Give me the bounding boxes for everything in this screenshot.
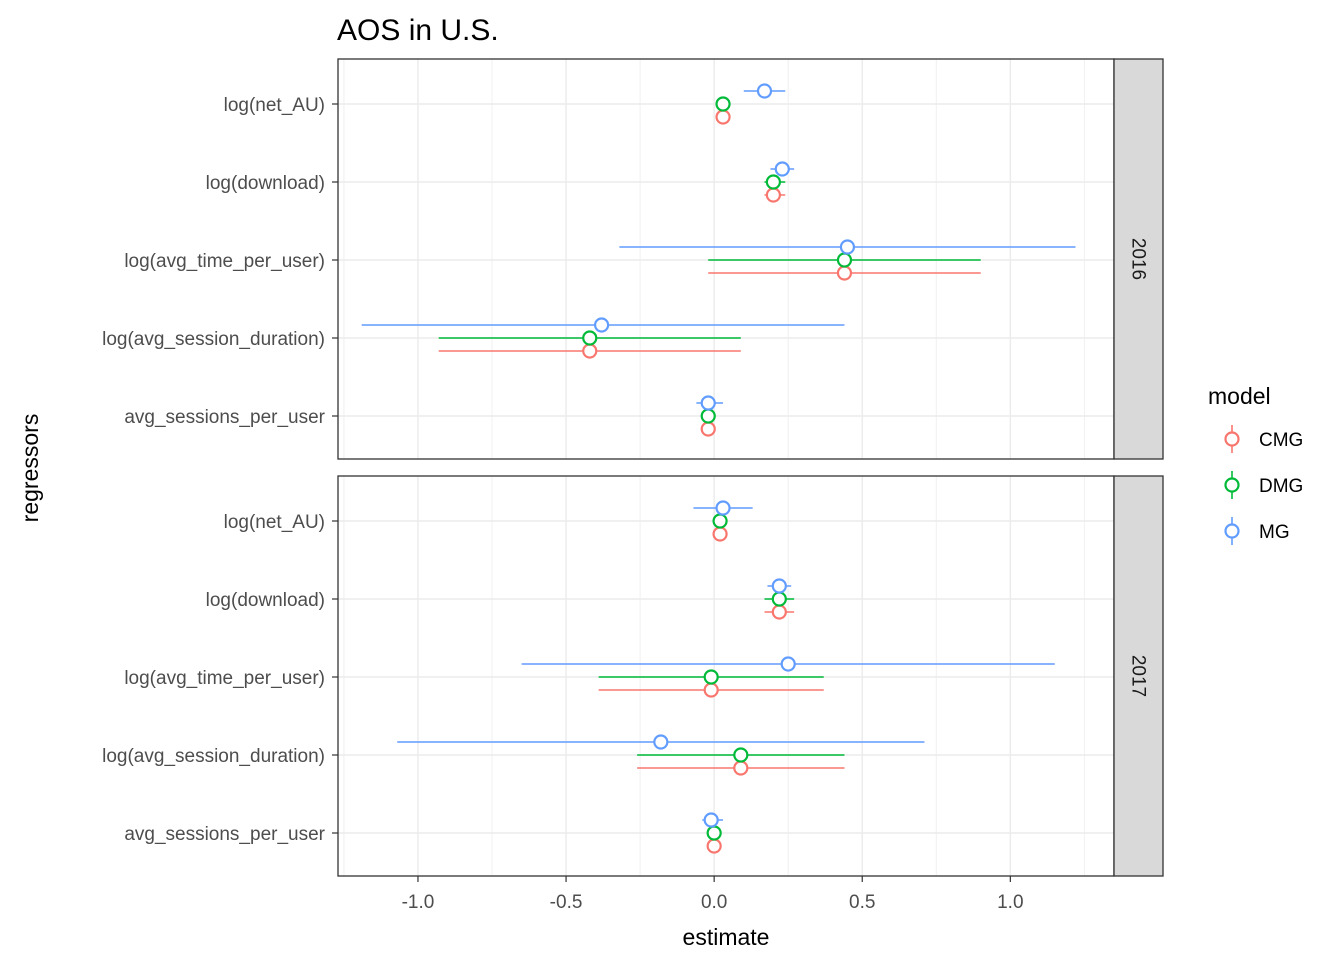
y-tick-label: log(avg_session_duration) [102,746,325,767]
point-MG [780,656,796,672]
point-DMG [771,591,787,607]
point-CMG [765,187,781,203]
legend-item-MG: MG [1224,517,1290,545]
facet-strip [1113,475,1164,877]
x-tick-label: 1.0 [997,892,1023,913]
legend-key-point [1224,477,1240,493]
legend-title: model [1208,383,1271,409]
panel-background [338,476,1114,876]
point-CMG [706,838,722,854]
panels: log(net_AU) log(download) log(avg_time_per… [102,58,1164,877]
legend: model CMG DMG MG [1208,383,1303,545]
y-tick-label: log(net_AU) [224,95,325,116]
point-DMG [703,669,719,685]
point-CMG [703,682,719,698]
point-MG [839,239,856,255]
point-MG [653,734,669,750]
point-MG [715,500,731,516]
point-DMG [733,747,749,763]
x-tick-label: -0.5 [550,892,583,913]
point-DMG [715,96,731,112]
x-tick-label: 0.5 [849,892,875,913]
y-tick-label: log(avg_time_per_user) [124,668,325,689]
point-MG [703,812,719,828]
point-DMG [700,408,716,424]
facet-strip-label: 2017 [1128,655,1149,697]
panel-2016: log(net_AU) log(download) log(avg_time_per… [102,58,1164,460]
point-DMG [765,174,781,190]
point-CMG [700,421,716,437]
point-DMG [582,330,598,346]
panel-background [338,59,1114,459]
point-CMG [712,526,728,542]
y-tick-label: log(avg_time_per_user) [124,251,325,272]
x-axis-title: estimate [683,924,770,950]
y-tick-label: avg_sessions_per_user [124,824,325,845]
legend-label: MG [1259,522,1290,543]
legend-key-point [1224,431,1240,447]
panel-2017: log(net_AU) log(download) log(avg_time_per… [102,475,1164,877]
y-axis-title: regressors [17,414,43,523]
point-MG [700,395,716,411]
legend-key-point [1224,523,1240,539]
facet-strip [1113,58,1164,460]
point-CMG [582,343,598,359]
facet-strip-label: 2016 [1128,238,1149,280]
y-tick-label: log(avg_session_duration) [102,329,325,350]
y-tick-label: avg_sessions_per_user [124,407,325,428]
legend-item-CMG: CMG [1224,425,1303,453]
point-CMG [836,265,853,281]
point-CMG [771,604,787,620]
point-DMG [712,513,728,529]
legend-label: DMG [1259,476,1303,497]
point-DMG [706,825,722,841]
y-tick-label: log(download) [206,590,325,611]
legend-item-DMG: DMG [1224,471,1303,499]
point-MG [756,83,773,99]
legend-label: CMG [1259,430,1303,451]
x-axis: -1.0 -0.5 0.0 0.5 1.0 [402,876,1024,913]
y-tick-label: log(net_AU) [224,512,325,533]
x-tick-label: -1.0 [402,892,435,913]
chart-title: AOS in U.S. [337,14,499,47]
point-MG [594,317,610,333]
point-MG [774,161,790,177]
point-CMG [733,760,749,776]
point-DMG [836,252,853,268]
point-MG [771,578,787,594]
point-CMG [715,109,731,125]
x-tick-label: 0.0 [701,892,727,913]
y-tick-label: log(download) [206,173,325,194]
